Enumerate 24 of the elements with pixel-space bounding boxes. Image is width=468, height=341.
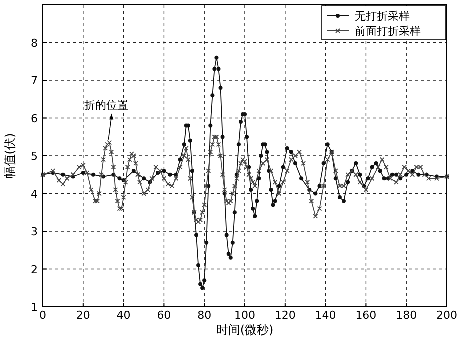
x-tick-label: 100 (234, 309, 256, 322)
y-tick-label: 6 (31, 112, 38, 126)
y-tick-label: 7 (31, 74, 38, 88)
y-tick-label: 2 (31, 263, 38, 276)
y-tick-label: 3 (31, 226, 38, 238)
y-tick-label: 8 (31, 36, 38, 50)
x-axis-title: 时间(微秒) (216, 323, 274, 337)
x-tick-label: 80 (198, 309, 212, 322)
x-tick-label: 20 (76, 309, 90, 322)
x-tick-label: 160 (356, 309, 377, 322)
x-tick-label: 120 (274, 309, 296, 322)
y-tick-label: 1 (31, 301, 38, 314)
x-tick-label: 60 (157, 309, 172, 322)
y-tick-label: 4 (31, 188, 38, 201)
x-tick-label: 40 (116, 309, 131, 322)
y-axis-title: 幅值(伏) (3, 133, 17, 179)
annotation: 折的位置 (84, 98, 129, 112)
legend-label: 无打折采样 (355, 10, 410, 23)
x-tick-label: 180 (396, 309, 418, 322)
legend-label: 前面打折采样 (355, 25, 421, 38)
x-tick-label: 0 (40, 309, 46, 322)
x-tick-label: 140 (315, 309, 336, 322)
x-tick-label: 200 (436, 309, 458, 322)
y-tick-label: 5 (31, 150, 38, 163)
